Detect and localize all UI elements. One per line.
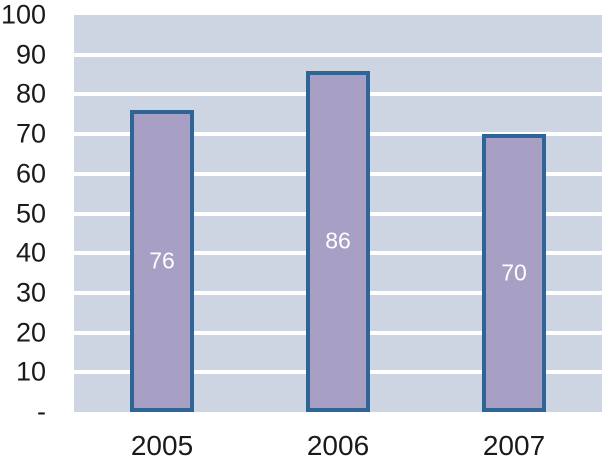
y-axis-tick-label: 70 bbox=[15, 118, 46, 149]
plot-area: 76 86 70 bbox=[74, 15, 602, 412]
gridline bbox=[74, 52, 602, 57]
x-axis-category-label: 2006 bbox=[306, 430, 370, 461]
y-axis-tick-label: 60 bbox=[15, 158, 46, 189]
x-axis: 2005 2006 2007 bbox=[74, 412, 602, 468]
y-axis-tick-label: 90 bbox=[15, 39, 46, 70]
y-axis-tick-label: 100 bbox=[0, 0, 46, 30]
y-axis-tick-label: 40 bbox=[15, 237, 46, 268]
bar-value-label: 86 bbox=[325, 227, 351, 254]
y-axis-tick-label: 80 bbox=[15, 78, 46, 109]
x-axis-category-label: 2007 bbox=[482, 430, 546, 461]
bar-value-label: 70 bbox=[501, 259, 527, 286]
x-axis-category-label: 2005 bbox=[130, 430, 194, 461]
y-axis-tick-label: - bbox=[37, 396, 46, 427]
y-axis-tick-label: 10 bbox=[15, 356, 46, 387]
bar-value-label: 76 bbox=[149, 247, 175, 274]
y-axis-tick-label: 30 bbox=[15, 277, 46, 308]
bar-2005: 76 bbox=[130, 110, 194, 412]
bar-2006: 86 bbox=[306, 70, 370, 412]
y-axis-tick-label: 50 bbox=[15, 198, 46, 228]
y-axis-tick-label: 20 bbox=[15, 317, 46, 348]
y-axis: - 10 20 30 40 50 60 70 80 90 100 bbox=[0, 1, 46, 425]
bar-2007: 70 bbox=[482, 134, 546, 412]
